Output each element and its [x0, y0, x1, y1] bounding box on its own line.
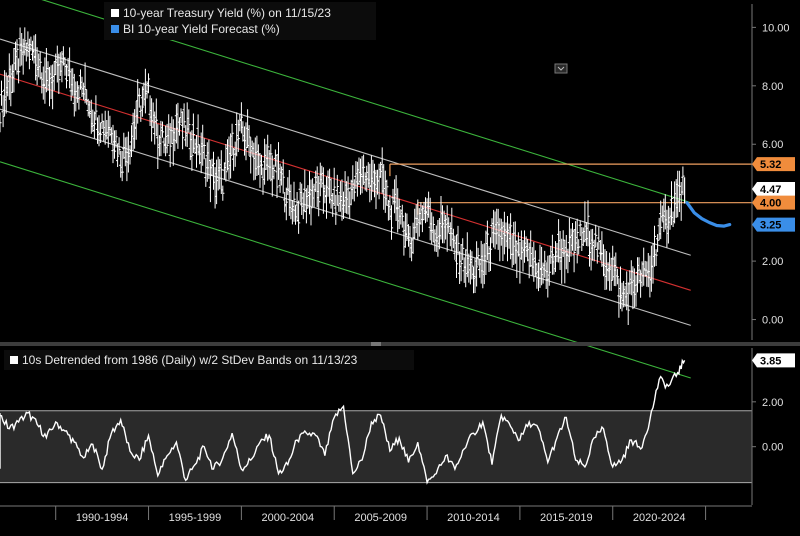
top-flag-3: [752, 217, 795, 232]
x-axis-tick-label: 2020-2024: [633, 512, 686, 524]
panel-divider[interactable]: [0, 342, 800, 346]
legend-swatch-treasury: [111, 9, 119, 17]
legend-label-detrended: 10s Detrended from 1986 (Daily) w/2 StDe…: [22, 353, 358, 367]
legend-label-forecast: BI 10-year Yield Forecast (%): [123, 22, 280, 36]
top-flag-label-1: 4.47: [760, 184, 781, 196]
top-y-tick-label: 8.00: [762, 81, 783, 93]
bottom-panel: 0.00 2.00 3.85 10s Detrended from 1986 (D…: [0, 348, 795, 505]
top-legend-box: [104, 2, 376, 40]
forecast-line: [685, 201, 732, 228]
channel-inner-upper: [0, 38, 691, 256]
x-axis-tick-label: 2005-2009: [354, 512, 407, 524]
top-flag-label-2: 4.00: [760, 198, 781, 210]
top-flag-label-3: 3.25: [760, 220, 781, 232]
x-axis-tick-label: 1995-1999: [169, 512, 222, 524]
bottom-legend: 10s Detrended from 1986 (Daily) w/2 StDe…: [4, 350, 414, 370]
channel-outer-lower: [0, 161, 691, 379]
top-flag-1: [752, 181, 795, 196]
top-panel: 0.00 2.00 4.00 6.00 8.00 10.00 5.32 4.47 4.00 3.…: [0, 0, 795, 379]
x-axis-tick-label: 2010-2014: [447, 512, 500, 524]
detrended-series: [0, 358, 686, 485]
bottom-y-tick-label: 2.00: [762, 397, 783, 409]
bottom-flag-label-0: 3.85: [760, 355, 781, 367]
top-y-tick-label: 0.00: [762, 315, 783, 327]
panel-resize-handle[interactable]: [371, 342, 381, 346]
top-y-tick-label: 2.00: [762, 256, 783, 268]
detrended-line: [0, 358, 686, 485]
top-flag-2: [752, 195, 795, 210]
channel-inner-lower: [0, 108, 691, 326]
treasury-yield-series: [0, 27, 686, 325]
expand-icon[interactable]: [554, 63, 568, 74]
x-axis-tick-label: 2000-2004: [261, 512, 314, 524]
x-axis-tick-label: 2015-2019: [540, 512, 593, 524]
top-value-flags: 5.32 4.47 4.00 3.25: [752, 157, 795, 232]
top-flag-0: [752, 157, 795, 172]
legend-label-treasury: 10-year Treasury Yield (%) on 11/15/23: [123, 6, 331, 20]
top-legend: 10-year Treasury Yield (%) on 11/15/23 B…: [104, 2, 376, 40]
bottom-y-tick-label: 0.00: [762, 442, 783, 454]
forecast-series: [685, 201, 732, 228]
x-axis: 1990-1994 1995-1999 2000-2004 2005-2009 2010…: [0, 505, 752, 524]
bottom-flag-0: [752, 353, 795, 368]
x-axis-tick-label: 1990-1994: [76, 512, 129, 524]
bottom-y-axis: 0.00 2.00: [751, 348, 783, 505]
top-flag-label-0: 5.32: [760, 159, 781, 171]
top-y-tick-label: 6.00: [762, 139, 783, 151]
bottom-value-flags: 3.85: [752, 353, 795, 368]
treasury-yield-bars: [0, 27, 685, 325]
legend-swatch-detrended: [10, 356, 18, 364]
bottom-legend-box: [4, 350, 414, 370]
legend-swatch-forecast: [111, 25, 119, 33]
top-y-tick-label: 10.00: [762, 22, 790, 34]
